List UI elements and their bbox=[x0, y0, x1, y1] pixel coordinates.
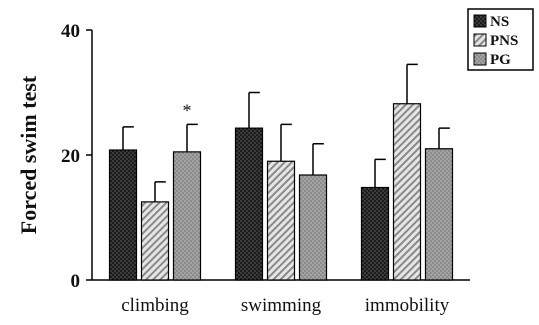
x-tick-label-climbing: climbing bbox=[121, 295, 189, 316]
legend-label-pns: PNS bbox=[490, 33, 518, 49]
x-tick-label-swimming: swimming bbox=[241, 295, 322, 316]
legend-label-pg: PG bbox=[490, 52, 511, 68]
y-tick-label: 0 bbox=[71, 271, 81, 292]
y-tick-label: 20 bbox=[61, 146, 80, 167]
legend: NS PNS PG bbox=[467, 8, 534, 71]
bar-pg-immobility bbox=[424, 148, 454, 281]
y-tick-label: 40 bbox=[61, 21, 80, 42]
significance-marker: * bbox=[183, 100, 192, 120]
plot-area: 0 20 40 climbing swimming immobility * bbox=[61, 21, 470, 316]
legend-swatch-pg bbox=[473, 52, 487, 66]
bar-pg-swimming bbox=[298, 174, 328, 281]
bar-pns-immobility bbox=[392, 103, 422, 281]
legend-swatch-ns bbox=[473, 14, 487, 28]
legend-label-ns: NS bbox=[490, 14, 509, 30]
bar-ns-immobility bbox=[360, 186, 390, 281]
bar-ns-swimming bbox=[234, 127, 264, 281]
y-axis-label: Forced swim test bbox=[16, 75, 41, 234]
legend-swatch-pns bbox=[473, 33, 487, 47]
x-tick-label-immobility: immobility bbox=[365, 295, 450, 316]
bar-pns-climbing bbox=[140, 201, 170, 281]
bar-ns-climbing bbox=[108, 149, 138, 281]
bar-pg-climbing bbox=[172, 151, 202, 281]
bar-pns-swimming bbox=[266, 160, 296, 281]
